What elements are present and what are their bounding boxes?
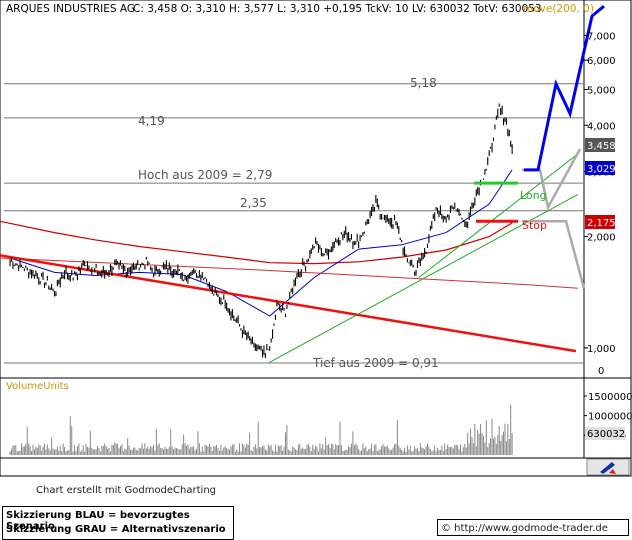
blue-price-tag-bg bbox=[585, 161, 615, 175]
ma-red-line bbox=[0, 220, 513, 265]
pen-tip-icon bbox=[609, 469, 616, 474]
uptrend-line-upper bbox=[418, 153, 579, 278]
volume-bars-layer bbox=[9, 404, 513, 455]
stop-label: Stop bbox=[522, 219, 547, 232]
ma200-label: move(200, 0) bbox=[523, 3, 594, 15]
red-price-tag-bg bbox=[585, 215, 615, 229]
scenario-layer bbox=[474, 5, 605, 289]
volume-title: VolumeUnits bbox=[6, 381, 69, 392]
credit-text: Chart erstellt mit GodmodeCharting bbox=[36, 485, 216, 496]
y-tick-label: 7,000 bbox=[587, 31, 616, 42]
pen-icon bbox=[600, 462, 615, 474]
close-price-tag: 3,458 bbox=[587, 141, 616, 152]
grey-scenario-path-b bbox=[522, 220, 586, 289]
legend-grey-scenario: Skizzierung GRAU = Alternativszenario bbox=[6, 524, 226, 535]
level-label-tief: Tief aus 2009 = 0,91 bbox=[312, 356, 439, 370]
blue-price-tag: 3,029 bbox=[587, 164, 616, 175]
moving-average-layer bbox=[0, 169, 579, 317]
instrument-title: ARQUES INDUSTRIES AG bbox=[6, 3, 135, 15]
source-link[interactable]: © http://www.godmode-trader.de bbox=[437, 519, 629, 536]
volume-tick-label: 1500000 bbox=[588, 392, 632, 403]
ma-blue-line bbox=[9, 169, 513, 317]
y-tick-label: 6,000 bbox=[587, 56, 616, 67]
ma-red-flat-line bbox=[0, 257, 579, 289]
volume-tag: 630032 bbox=[587, 429, 625, 440]
level-label-518: 5,18 bbox=[410, 76, 437, 90]
level-label-235: 2,35 bbox=[240, 196, 267, 210]
scenario-legend: Skizzierung BLAU = bevorzugtes Szenario … bbox=[2, 506, 234, 540]
time-axis-strip bbox=[0, 457, 632, 477]
long-label: Long bbox=[520, 189, 547, 202]
close-price-tag-bg bbox=[585, 138, 615, 152]
price-panel-frame bbox=[0, 0, 632, 379]
legend-blue-scenario: Skizzierung BLAU = bevorzugtes Szenario bbox=[6, 510, 190, 532]
level-label-hoch: Hoch aus 2009 = 2,79 bbox=[138, 168, 272, 182]
red-price-tag: 2,175 bbox=[587, 218, 616, 229]
uptrend-line-lower bbox=[268, 194, 579, 364]
price-series-layer bbox=[9, 103, 513, 359]
volume-tick-label: 1000000 bbox=[588, 412, 632, 423]
blue-scenario-path bbox=[524, 5, 605, 172]
y-tick-label: 4,000 bbox=[587, 121, 616, 132]
price-chart: 7,0006,0005,0004,0003,0002,0001,00001500… bbox=[0, 0, 632, 477]
y-tick-label: 1,000 bbox=[587, 344, 616, 355]
level-label-419: 4,19 bbox=[138, 114, 165, 128]
volume-tag-bg bbox=[585, 427, 625, 440]
y-tick-label: 0 bbox=[598, 366, 604, 377]
y-tick-label: 2,000 bbox=[587, 233, 616, 244]
quote-line: C: 3,458 O: 3,310 H: 3,577 L: 3,310 +0,1… bbox=[133, 3, 542, 15]
y-tick-label: 5,000 bbox=[587, 85, 616, 96]
